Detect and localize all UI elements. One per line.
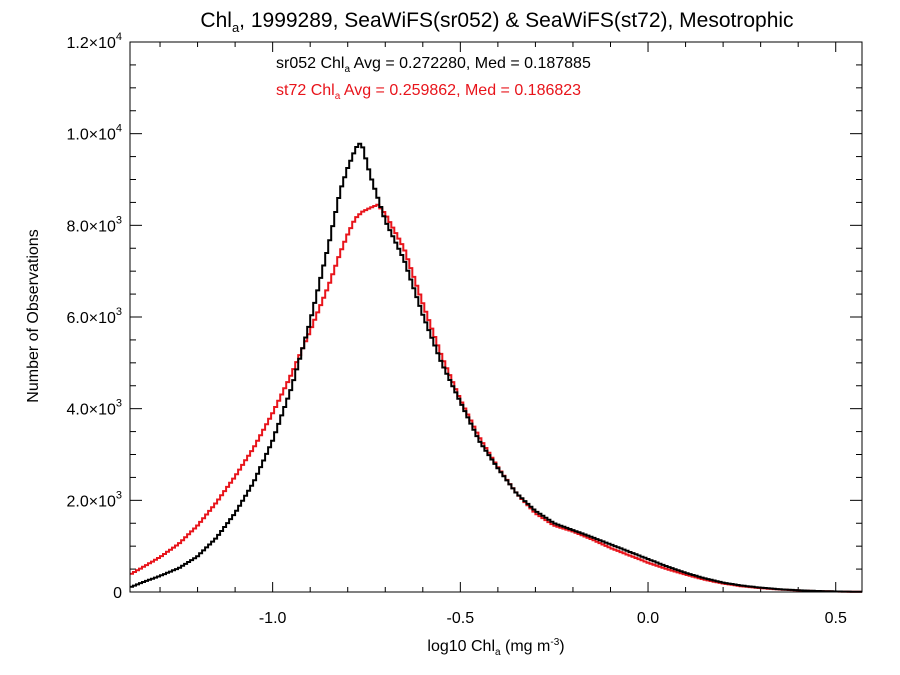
chart-title: Chla, 1999289, SeaWiFS(sr052) & SeaWiFS(… [200, 9, 793, 35]
y-tick-label: 6.0×103 [66, 306, 122, 327]
series-layer [130, 142, 862, 593]
y-axis-label: Number of Observations [25, 229, 42, 402]
y-tick-label: 2.0×103 [66, 489, 122, 510]
legend-entry-st72: st72 Chla Avg = 0.259862, Med = 0.186823 [276, 82, 581, 102]
axis-ticks [130, 41, 862, 593]
x-tick-label: 0.0 [637, 610, 659, 627]
y-tick-label: 0 [113, 585, 122, 602]
series-st72-line [130, 203, 862, 593]
plot-frame [129, 41, 863, 593]
y-tick-labels: 0 2.0×103 4.0×103 6.0×103 8.0×103 1.0×104 1.2×… [66, 31, 122, 602]
x-tick-labels: -1.0 -0.5 0.0 0.5 [259, 610, 847, 627]
x-axis-label: log10 Chla (mg m-3) [427, 637, 564, 658]
series-sr052-line [130, 142, 862, 593]
x-tick-label: -0.5 [447, 610, 475, 627]
x-tick-label: 0.5 [825, 610, 847, 627]
y-tick-label: 1.0×104 [66, 123, 122, 144]
y-tick-label: 8.0×103 [66, 214, 122, 235]
y-tick-label: 4.0×103 [66, 398, 122, 419]
x-tick-label: -1.0 [259, 610, 287, 627]
legend: sr052 Chla Avg = 0.272280, Med = 0.18788… [276, 55, 591, 102]
legend-entry-sr052: sr052 Chla Avg = 0.272280, Med = 0.18788… [276, 55, 591, 75]
y-tick-label: 1.2×104 [66, 31, 122, 52]
